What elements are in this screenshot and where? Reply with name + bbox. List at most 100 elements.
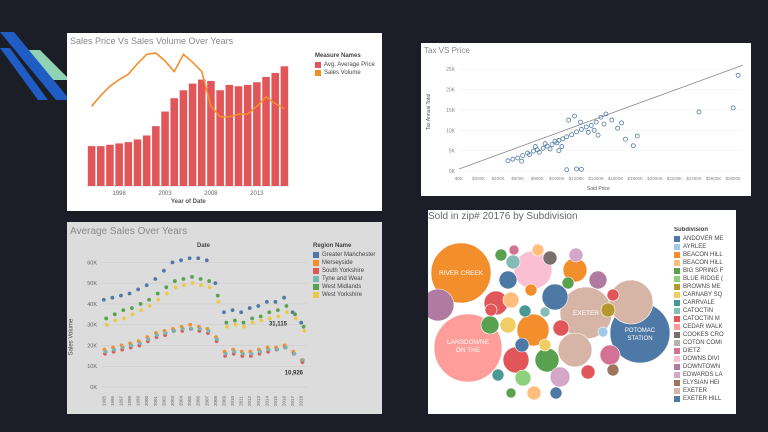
data-point [299,320,304,325]
data-point [730,105,736,111]
legend-swatch [674,324,680,330]
y-tick-label: 50K [87,281,97,287]
legend-swatch [674,268,680,274]
data-point [190,281,195,286]
data-point [259,318,264,323]
data-point [564,167,570,173]
data-point [293,312,297,317]
legend-swatch [674,332,680,338]
data-point [138,302,143,306]
legend-swatch [674,292,680,298]
chart-title: Average Sales Over Years [70,226,188,237]
data-point [198,326,202,331]
trend-line [458,64,744,170]
legend-label: CEDAR WALK [683,324,723,330]
price-bar [243,84,252,186]
legend-swatch [313,268,319,274]
bubble [508,244,520,256]
price-bar [225,84,234,186]
data-point [215,293,220,298]
data-point [547,146,553,152]
legend-swatch [674,380,680,386]
bubble [549,366,571,388]
legend-label: COOKES CRO [683,332,724,338]
chart-title: Tax VS Price [424,46,470,55]
x-tick-label: 2006 [196,395,201,406]
bubble [599,344,621,366]
data-point [155,291,160,296]
data-point [609,117,615,123]
data-point [130,312,135,317]
sales-volume-line [90,52,285,118]
chart-plot: 0K 5K 10K 15K 20K 25K $0K $200K $400K $600K $800K $… [446,64,744,181]
data-point [302,329,307,333]
data-point [216,299,221,304]
x-tick-label: $1800K [628,176,644,181]
data-point [215,337,220,342]
y-tick-label: 15K [446,108,456,114]
data-point [239,310,244,315]
bubble-label: RIVER CREEK [439,270,484,277]
decorative-stripes [0,32,70,100]
sales-price-volume-chart: Sales Price Vs Sales Volume Over Years 1… [67,33,382,211]
legend-item: CARNABY SQ [674,291,736,299]
data-point [173,285,178,290]
data-point [189,326,194,331]
data-point [515,155,521,161]
x-tick-label: 1997 [118,395,123,406]
data-point [630,143,636,149]
legend-item: EXETER HILL [674,395,736,403]
price-bar [271,72,280,186]
legend-item: EXETER [674,387,736,395]
data-point [531,148,536,154]
legend-item: Greater Manchester [313,251,375,259]
legend-title: Measure Names [315,53,361,59]
bubble [430,242,492,304]
legend-swatch [674,356,680,362]
x-tick-label: $1000K [549,176,565,181]
price-bar [280,66,289,186]
legend-label: Merseyside [322,260,353,266]
value-annotation: 31,115 [269,322,288,328]
bubble [608,279,654,325]
y-tick-label: 0K [90,385,97,391]
bubble [505,254,521,270]
data-point [275,347,280,352]
legend-item: West Yorkshire [313,291,375,299]
x-tick-label: 2016 [282,395,287,406]
data-point [603,111,609,117]
bubble [502,291,520,309]
y-tick-label: 20K [87,343,97,349]
price-bar [170,98,179,186]
legend-label: EXETER HILL [683,396,722,402]
y-tick-label: 5K [449,149,456,155]
legend-item: ANDOVER ME [674,235,736,243]
bubble [541,283,569,311]
value-annotation: 10,926 [285,370,304,376]
data-point [564,134,570,140]
legend-swatch [313,260,319,266]
x-tick-label: $1400K [588,176,604,181]
bubble [505,387,517,399]
legend-swatch [313,276,319,282]
data-point [233,322,238,327]
bubble [580,364,596,380]
bubble [499,316,517,334]
chart-title: Sold in zip# 20176 by Subdivision [428,211,578,222]
data-point [623,136,628,142]
data-point [161,268,166,273]
data-point [204,258,209,263]
x-tick-label: $600K [511,176,524,181]
x-tick-label: $800K [531,176,544,181]
bubble [514,337,530,353]
bubble [600,302,616,318]
data-point [301,324,306,329]
data-point [207,279,212,283]
bubble [561,276,575,290]
bubble [428,288,455,322]
bubble [524,283,538,297]
data-point [127,291,132,296]
data-point [301,358,305,362]
data-point [247,306,252,310]
data-point [147,297,152,302]
